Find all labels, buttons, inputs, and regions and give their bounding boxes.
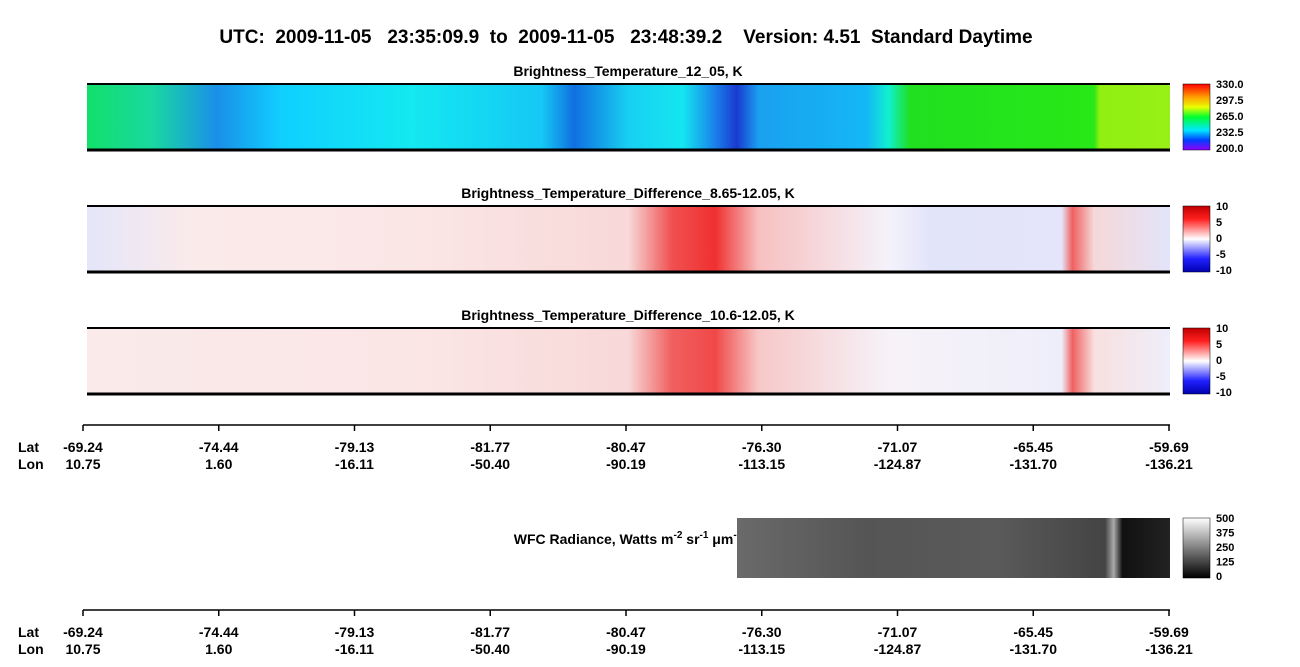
colorbar-tick-label: 250 [1216,542,1234,554]
lon-label: -90.19 [606,456,646,472]
colorbar-tick-label: -10 [1216,265,1232,277]
colorbar [1182,83,1211,151]
colorbar-tick-label: 5 [1216,339,1222,351]
lon-label: -131.70 [1010,456,1058,472]
panel-title: Brightness_Temperature_Difference_8.65-1… [461,185,795,201]
colorbar-tick-label: 10 [1216,323,1228,335]
lon-label: 10.75 [65,456,100,472]
colorbar [1182,205,1211,273]
lon-label: 10.75 [65,641,100,657]
colorbar-tick-label: 500 [1216,513,1234,525]
panel-image [87,206,1170,272]
colorbar-tick-label: 0 [1216,355,1222,367]
lon-label: -131.70 [1010,641,1058,657]
superscript: -2 [673,530,682,541]
colorbar-tick-label: 5 [1216,217,1222,229]
lat-axis-name: Lat [18,439,39,455]
colorbar-tick-label: 10 [1216,201,1228,213]
lat-label: -65.45 [1013,624,1053,640]
wfc-image [737,518,1170,578]
lon-label: -124.87 [874,641,922,657]
lon-label: -136.21 [1145,456,1193,472]
lat-label: -76.30 [742,439,782,455]
lat-label: -69.24 [63,439,103,455]
title-text: μm [708,531,733,547]
lat-label: -71.07 [878,624,918,640]
lon-label: -90.19 [606,641,646,657]
lat-label: -81.77 [470,624,510,640]
lon-label: -50.40 [470,456,510,472]
title-text: sr [682,531,700,547]
lat-axis-name: Lat [18,624,39,640]
colorbar-tick-label: 330.0 [1216,79,1244,91]
colorbar-tick-label: -5 [1216,371,1226,383]
colorbar [1182,327,1211,395]
lat-label: -80.47 [606,439,646,455]
superscript: -1 [700,530,709,541]
lon-label: -50.40 [470,641,510,657]
colorbar-tick-label: -5 [1216,249,1226,261]
lon-label: -16.11 [335,641,374,657]
panel-image [87,328,1170,394]
lat-label: -59.69 [1149,624,1189,640]
colorbar-tick-label: 0 [1216,571,1222,583]
lat-label: -79.13 [335,439,375,455]
colorbar-tick-label: 375 [1216,528,1234,540]
lat-label: -76.30 [742,624,782,640]
colorbar-tick-label: 232.5 [1216,127,1244,139]
lon-label: 1.60 [205,456,232,472]
lat-label: -71.07 [878,439,918,455]
colorbar-tick-label: 0 [1216,233,1222,245]
panel-image [87,84,1170,150]
lon-label: 1.60 [205,641,232,657]
lon-label: -113.15 [738,456,785,472]
panel-title: Brightness_Temperature_Difference_10.6-1… [461,307,795,323]
lon-label: -113.15 [738,641,785,657]
wfc-title: WFC Radiance, Watts m-2 sr-1 μm-1 [514,530,743,547]
lat-label: -80.47 [606,624,646,640]
lon-axis-name: Lon [18,456,44,472]
colorbar-tick-label: 200.0 [1216,143,1244,155]
lon-label: -136.21 [1145,641,1193,657]
colorbar-tick-label: -10 [1216,387,1232,399]
colorbar-tick-label: 297.5 [1216,95,1244,107]
lon-axis-name: Lon [18,641,44,657]
lat-label: -74.44 [199,439,239,455]
colorbar-tick-label: 265.0 [1216,111,1244,123]
lat-label: -69.24 [63,624,103,640]
lon-label: -124.87 [874,456,922,472]
lat-label: -81.77 [470,439,510,455]
lat-label: -59.69 [1149,439,1189,455]
title-text: WFC Radiance, Watts m [514,531,674,547]
lat-label: -74.44 [199,624,239,640]
lon-label: -16.11 [335,456,374,472]
colorbar-tick-label: 125 [1216,557,1234,569]
lat-label: -65.45 [1013,439,1053,455]
figure-title: UTC: 2009-11-05 23:35:09.9 to 2009-11-05… [219,27,1032,48]
wfc-colorbar [1182,517,1211,579]
panel-title: Brightness_Temperature_12_05, K [513,63,742,79]
lat-label: -79.13 [335,624,375,640]
